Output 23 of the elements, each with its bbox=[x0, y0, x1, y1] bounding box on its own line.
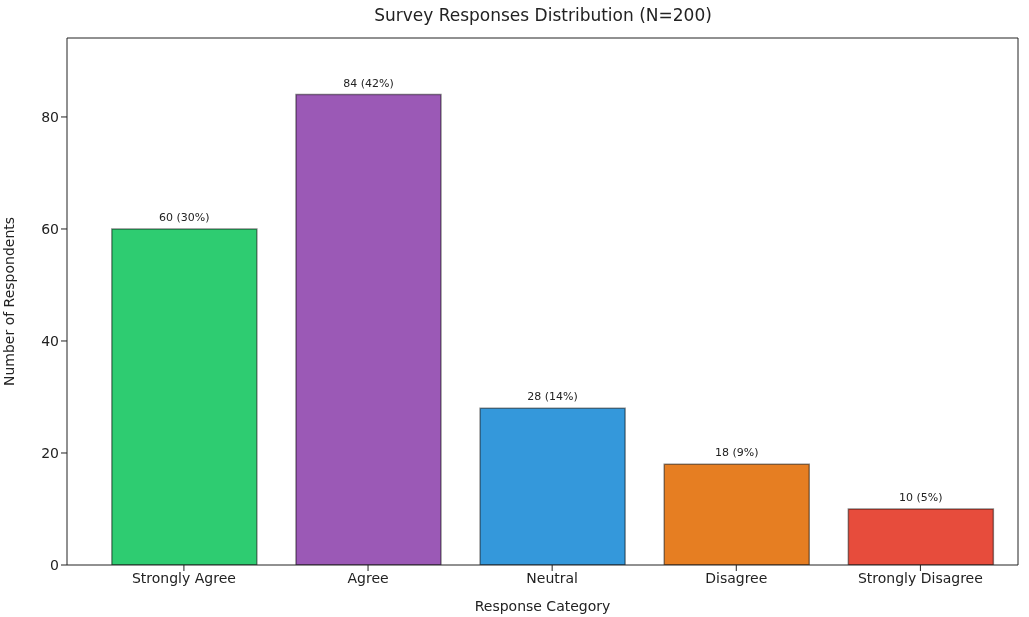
y-tick-label: 80 bbox=[41, 108, 59, 125]
bar bbox=[663, 463, 810, 565]
y-axis-title: Number of Respondents bbox=[0, 216, 17, 387]
x-tick-label: Agree bbox=[347, 569, 389, 586]
bar bbox=[295, 93, 442, 565]
y-tick-label: 0 bbox=[50, 556, 59, 573]
chart-title: Survey Responses Distribution (N=200) bbox=[373, 5, 713, 25]
y-tick-label: 40 bbox=[41, 332, 59, 349]
x-tick-label: Neutral bbox=[526, 569, 579, 586]
y-tick-label: 60 bbox=[41, 220, 59, 237]
y-tick-label: 20 bbox=[41, 444, 59, 461]
x-tick-label: Disagree bbox=[705, 569, 768, 586]
x-axis-title: Response Category bbox=[474, 598, 611, 614]
bar bbox=[111, 228, 258, 565]
x-tick-label: Strongly Disagree bbox=[857, 569, 983, 586]
data-label: 10 (5%) bbox=[899, 491, 943, 504]
bar bbox=[847, 508, 995, 565]
data-label: 18 (9%) bbox=[714, 446, 759, 460]
x-tick-label: Strongly Agree bbox=[131, 569, 236, 586]
data-label: 60 (30%) bbox=[159, 210, 210, 224]
bar bbox=[479, 407, 626, 565]
data-label: 28 (14%) bbox=[527, 390, 578, 404]
data-label: 84 (42%) bbox=[343, 76, 394, 90]
